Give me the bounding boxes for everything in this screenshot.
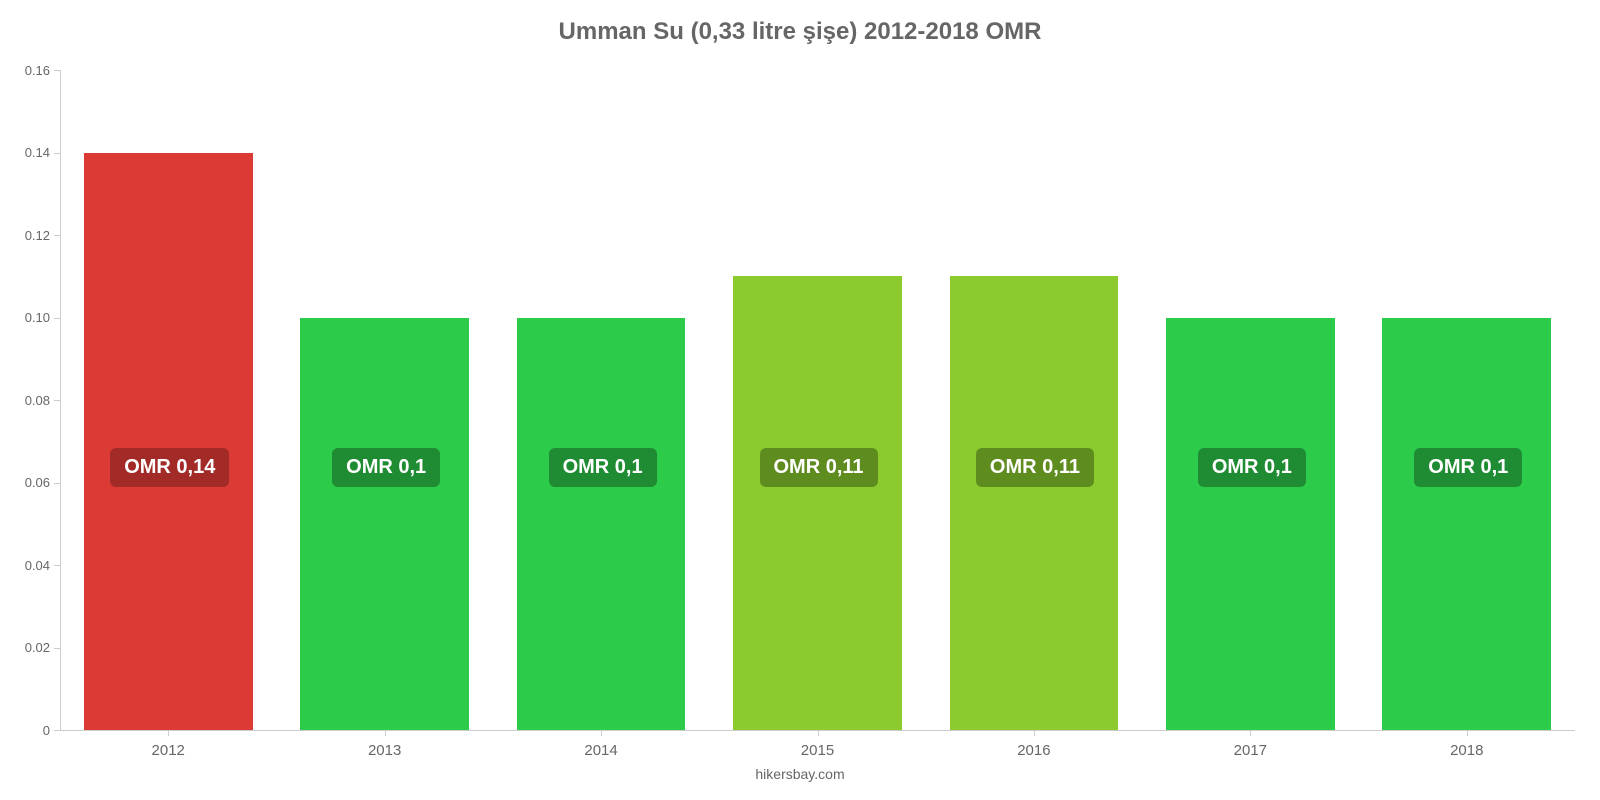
bar-value-label: OMR 0,14 [110,448,229,487]
bar [84,153,253,731]
x-tick-mark [1034,730,1035,736]
bar-value-label: OMR 0,1 [332,448,440,487]
bar [1166,318,1335,731]
bar [733,276,902,730]
price-bar-chart: Umman Su (0,33 litre şişe) 2012-2018 OMR… [0,0,1600,800]
x-tick-label: 2012 [60,742,276,759]
y-tick-mark [54,400,60,401]
y-tick-mark [54,235,60,236]
y-tick-mark [54,70,60,71]
y-tick-mark [54,153,60,154]
y-axis-line [60,70,61,730]
bar-value-label: OMR 0,11 [760,448,878,487]
x-tick-mark [168,730,169,736]
y-tick-mark [54,648,60,649]
y-tick-label: 0.16 [0,63,50,78]
y-tick-label: 0.02 [0,640,50,655]
y-tick-label: 0 [0,723,50,738]
bar [300,318,469,731]
x-tick-mark [385,730,386,736]
y-tick-mark [54,318,60,319]
plot-area: 00.020.040.060.080.100.120.140.16OMR 0,1… [60,70,1575,730]
y-tick-label: 0.14 [0,145,50,160]
x-tick-label: 2017 [1142,742,1358,759]
x-tick-mark [1250,730,1251,736]
bar [517,318,686,731]
y-tick-mark [54,730,60,731]
bar-value-label: OMR 0,1 [1198,448,1306,487]
x-tick-label: 2016 [926,742,1142,759]
chart-title: Umman Su (0,33 litre şişe) 2012-2018 OMR [0,0,1600,46]
x-tick-mark [818,730,819,736]
bar [1382,318,1551,731]
y-tick-mark [54,483,60,484]
bar-value-label: OMR 0,11 [976,448,1094,487]
y-tick-label: 0.10 [0,310,50,325]
x-tick-label: 2013 [276,742,492,759]
x-tick-mark [601,730,602,736]
bar-value-label: OMR 0,1 [549,448,657,487]
y-tick-label: 0.12 [0,228,50,243]
x-tick-label: 2015 [709,742,925,759]
x-tick-mark [1467,730,1468,736]
chart-credit: hikersbay.com [0,766,1600,782]
x-tick-label: 2014 [493,742,709,759]
y-tick-mark [54,565,60,566]
bar-value-label: OMR 0,1 [1414,448,1522,487]
y-tick-label: 0.08 [0,393,50,408]
x-tick-label: 2018 [1359,742,1575,759]
y-tick-label: 0.06 [0,475,50,490]
y-tick-label: 0.04 [0,558,50,573]
bar [950,276,1119,730]
